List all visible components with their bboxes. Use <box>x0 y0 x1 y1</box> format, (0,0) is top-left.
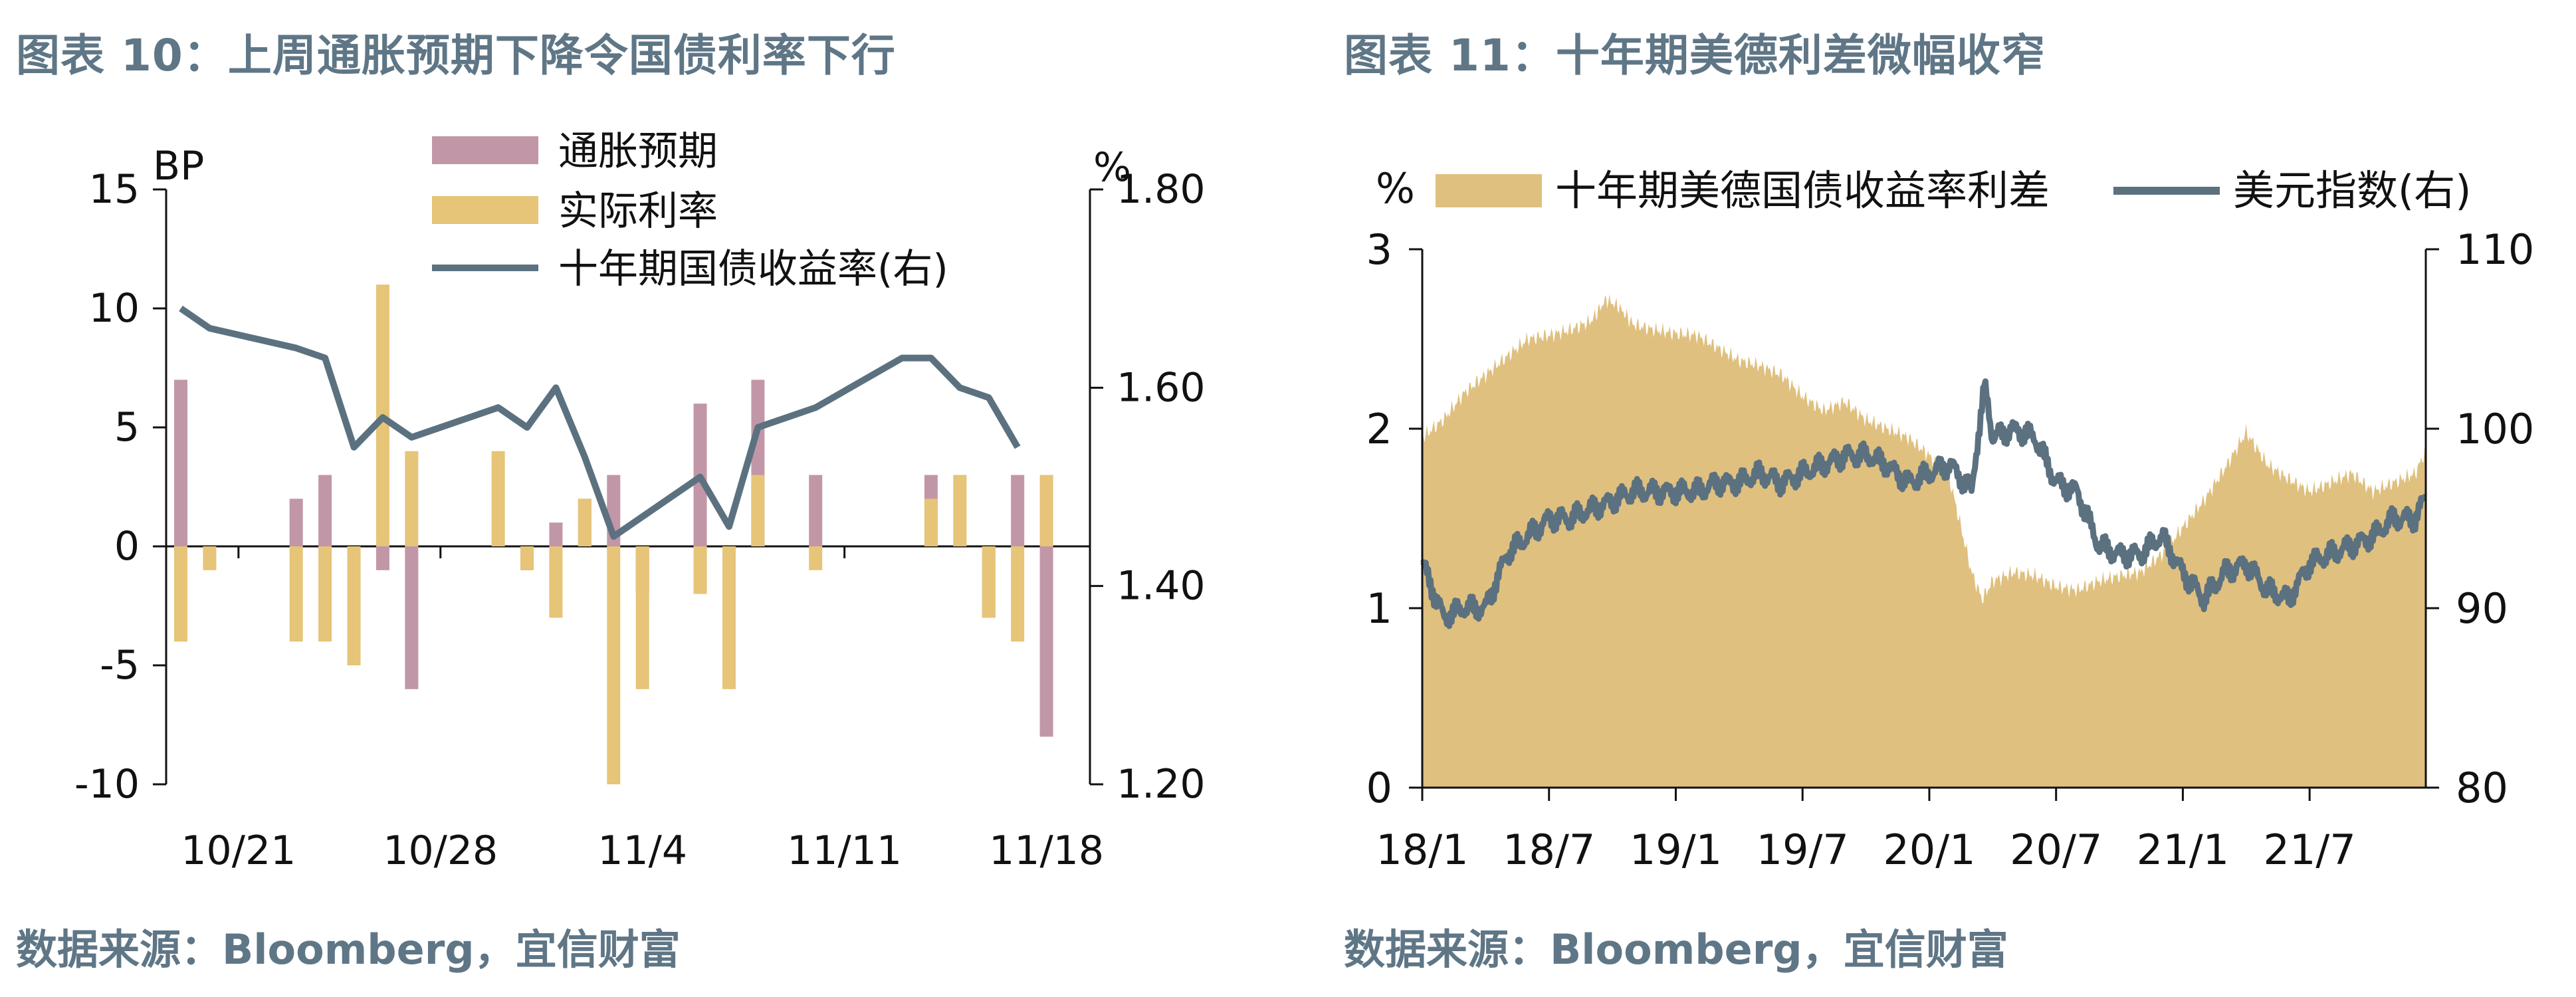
y-left-tick-label: 10 <box>89 285 140 332</box>
spread-area <box>1422 294 2426 788</box>
x-tick-label: 11/18 <box>989 828 1104 874</box>
y-left-tick-label: 15 <box>89 166 140 213</box>
legend-label: 十年期美德国债收益率利差 <box>1555 166 2050 215</box>
x-tick-label: 21/1 <box>2137 826 2229 874</box>
y-left-tick-label: 0 <box>1366 764 1392 812</box>
real-rate-bar <box>318 546 332 642</box>
real-rate-bar <box>809 546 823 570</box>
y-left-tick-label: 0 <box>114 523 140 570</box>
inflation-bar <box>318 475 332 546</box>
y-left-tick-label: 1 <box>1366 584 1392 633</box>
y-right-tick-label: 1.40 <box>1117 563 1206 609</box>
inflation-yield-chart: 15 10 5 0 -5 -10 1.80 1.60 1.40 1.20 BP % 10/21 10/28… <box>74 128 1206 874</box>
x-tick-label: 18/1 <box>1376 826 1468 874</box>
dollar-index-line <box>1420 378 2428 629</box>
real-rate-bar <box>1039 475 1053 546</box>
chart-title: 图表 11：十年期美德利差微幅收窄 <box>1344 30 2046 81</box>
y-left-tick-label: 5 <box>114 404 140 451</box>
x-tick-label: 10/21 <box>181 828 296 874</box>
real-rate-bar <box>203 546 217 570</box>
x-tick-label: 20/7 <box>2010 826 2102 874</box>
x-tick-label: 10/28 <box>383 828 498 874</box>
real-rate-bar <box>491 451 505 546</box>
real-rate-bar <box>578 498 591 546</box>
legend-swatch-real-rate <box>432 196 538 224</box>
real-rate-bar <box>722 546 736 689</box>
real-rate-bar <box>174 546 187 642</box>
y-right-tick-label: 1.80 <box>1117 166 1206 213</box>
inflation-bar <box>174 380 187 546</box>
x-tick-label: 21/7 <box>2264 826 2356 874</box>
real-rate-bar <box>924 498 938 546</box>
y-right-unit: % <box>1093 144 1131 191</box>
y-right-tick-label: 100 <box>2456 405 2534 453</box>
x-tick-label: 18/7 <box>1503 826 1595 874</box>
inflation-bar <box>405 546 419 689</box>
real-rate-bar <box>289 546 303 642</box>
y-left-tick-label: 2 <box>1366 405 1392 453</box>
y-left-unit: % <box>1376 164 1415 213</box>
y-left-tick-label: 3 <box>1366 225 1392 274</box>
inflation-bar <box>1039 546 1053 737</box>
y-left-tick-label: -5 <box>100 642 140 689</box>
y-right-tick-label: 1.60 <box>1117 364 1206 411</box>
y-left-unit: BP <box>153 143 204 189</box>
real-rate-bar <box>751 475 765 546</box>
real-rate-bar <box>549 546 563 618</box>
chart-source: 数据来源：Bloomberg，宜信财富 <box>1344 925 2008 974</box>
real-rate-bar <box>607 546 621 784</box>
real-rate-bar <box>347 546 361 665</box>
x-tick-label: 11/11 <box>787 828 902 874</box>
us-germany-spread-chart: 3 2 1 0 110 100 90 80 18/1 18/7 19/1 19/7 20/1 20/7 21… <box>1366 164 2535 874</box>
real-rate-bar <box>982 546 996 618</box>
real-rate-bar <box>635 546 649 689</box>
inflation-bar <box>809 475 823 546</box>
x-tick-label: 19/1 <box>1630 826 1722 874</box>
x-tick-label: 19/7 <box>1757 826 1849 874</box>
real-rate-bar <box>405 451 419 546</box>
real-rate-bar <box>693 546 707 594</box>
legend-label: 实际利率 <box>558 188 718 235</box>
inflation-bar <box>1011 475 1025 546</box>
inflation-bar <box>376 546 389 570</box>
y-right-tick-label: 1.20 <box>1117 761 1206 808</box>
legend-label: 美元指数(右) <box>2233 166 2471 215</box>
legend-label: 十年期国债收益率(右) <box>558 246 948 292</box>
real-rate-bar <box>520 546 534 570</box>
x-tick-label: 20/1 <box>1883 826 1975 874</box>
chart-title: 图表 10：上周通胀预期下降令国债利率下行 <box>16 30 896 81</box>
x-tick-label: 11/4 <box>597 828 687 874</box>
legend-swatch-spread <box>1436 174 1542 207</box>
legend-swatch-inflation <box>432 136 538 164</box>
y-right-tick-label: 110 <box>2456 225 2534 274</box>
inflation-bar <box>549 522 563 546</box>
y-right-tick-label: 90 <box>2456 584 2508 633</box>
chart-source: 数据来源：Bloomberg，宜信财富 <box>16 925 681 974</box>
real-rate-bar <box>1011 546 1025 642</box>
y-left-tick-label: -10 <box>74 761 140 808</box>
real-rate-bar <box>953 475 967 546</box>
legend-label: 通胀预期 <box>558 128 718 175</box>
inflation-bar <box>289 498 303 546</box>
yield-line <box>179 305 1021 540</box>
y-right-tick-label: 80 <box>2456 764 2508 812</box>
